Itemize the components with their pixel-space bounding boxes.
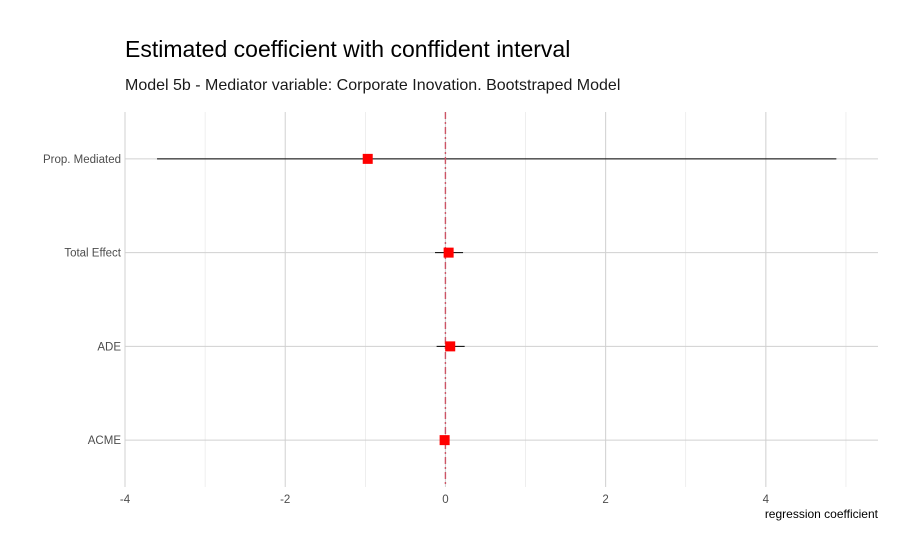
point-estimate [443,247,454,258]
chart-subtitle: Model 5b - Mediator variable: Corporate … [125,77,620,94]
y-tick-label: Total Effect [64,248,121,260]
x-tick-label: -2 [280,494,290,506]
point-estimate [362,153,373,164]
chart-title: Estimated coefficient with conffident in… [125,36,570,62]
plot-area: -4 -2 0 2 4 Prop. Mediated Total Effect ADE ACME [43,112,878,506]
x-axis-title: regression coefficient [765,507,879,521]
x-tick-label: 4 [763,494,770,506]
y-tick-label: ACME [88,435,122,447]
x-tick-label: 2 [602,494,608,506]
x-tick-label: 0 [442,494,448,506]
point-estimate [439,435,450,446]
y-tick-label: ADE [97,341,121,353]
point-estimate [445,341,456,352]
y-tick-label: Prop. Mediated [43,154,121,166]
x-tick-label: -4 [120,494,131,506]
